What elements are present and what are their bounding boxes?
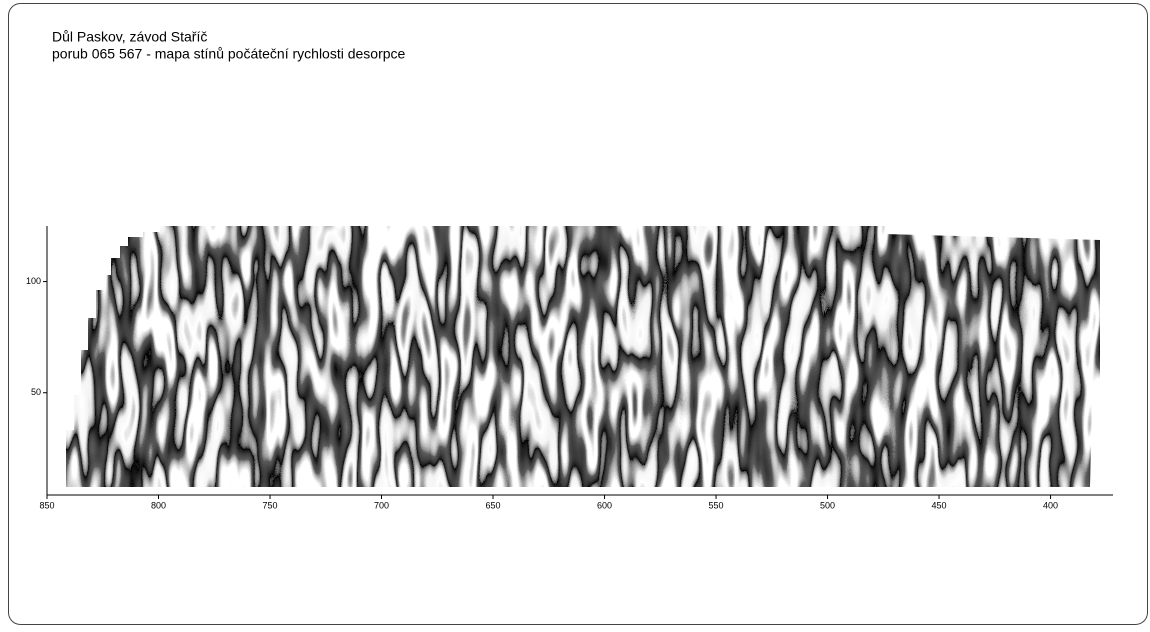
shade-map [47,226,1113,495]
x-tick-label: 800 [151,500,166,510]
x-tick-label: 850 [39,500,54,510]
x-tick-label: 450 [932,500,947,510]
x-tick-label: 550 [709,500,724,510]
x-tick-label: 750 [262,500,277,510]
x-tick-label: 700 [374,500,389,510]
map-layer [47,226,1113,495]
chart: Důl Paskov, závod Staříč porub 065 567 -… [0,0,1150,627]
x-tick-label: 400 [1043,500,1058,510]
y-tick-label: 50 [31,387,41,397]
chart-title: Důl Paskov, závod Staříč [52,29,207,45]
chart-subtitle: porub 065 567 - mapa stínů počáteční ryc… [52,46,406,62]
x-tick-label: 500 [820,500,835,510]
y-tick-label: 100 [26,276,41,286]
x-tick-label: 600 [597,500,612,510]
x-tick-label: 650 [486,500,501,510]
page: {"chart_data": {"type": "shaded-map", "t… [0,0,1150,627]
